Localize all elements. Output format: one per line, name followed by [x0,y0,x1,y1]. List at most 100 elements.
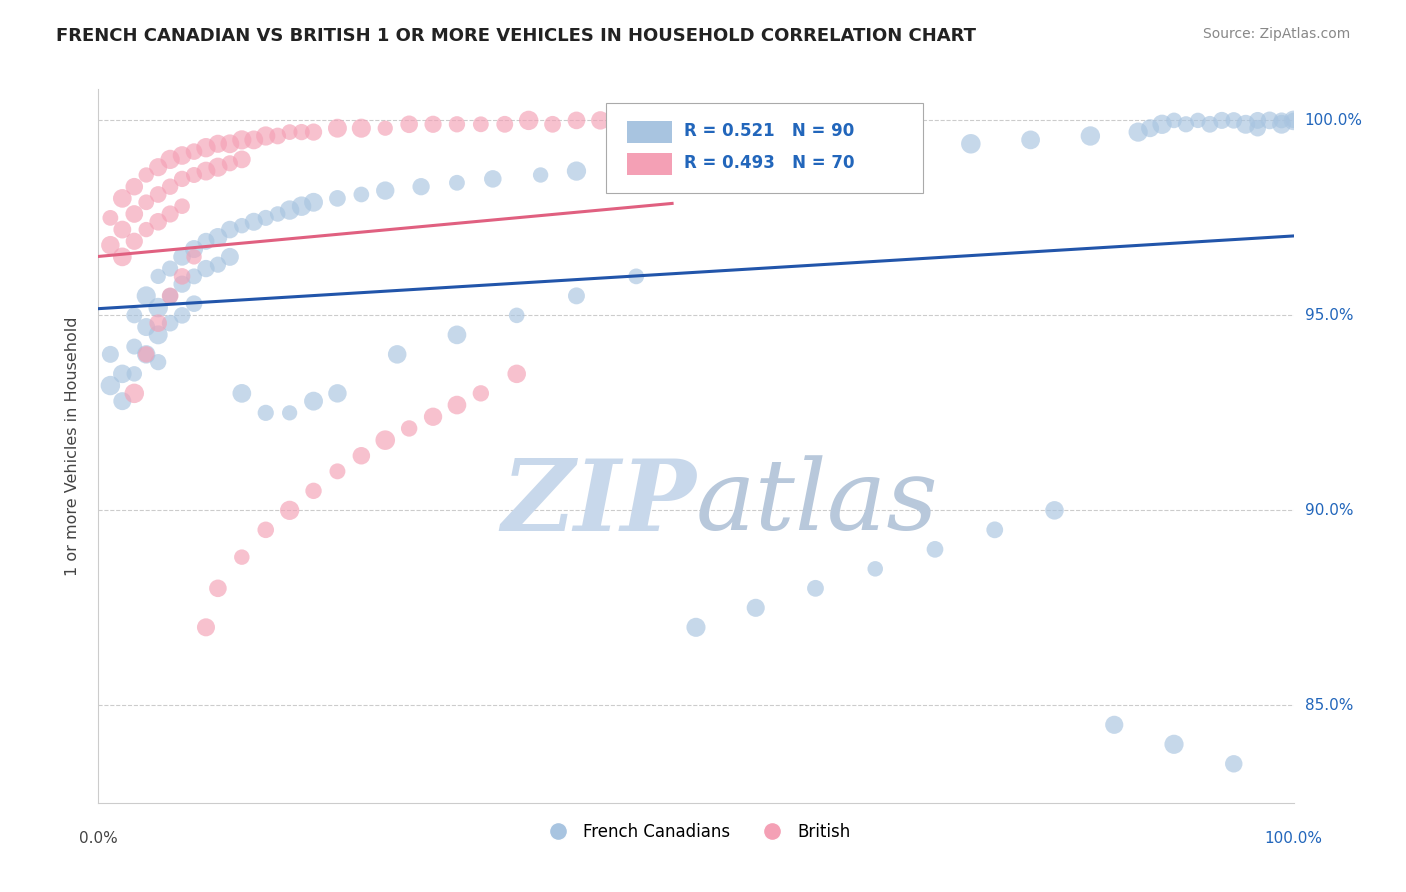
Point [183,168,205,182]
Point [124,386,146,401]
Point [506,309,529,323]
Point [111,222,134,236]
Point [1187,113,1209,128]
Point [385,347,409,361]
Point [613,113,636,128]
Point [135,347,157,361]
Point [183,145,205,159]
Point [470,386,492,401]
Point [1139,121,1161,136]
Point [207,230,229,244]
Point [124,367,146,381]
Point [1258,113,1281,128]
Point [446,327,468,342]
Point [111,250,134,264]
Point [124,179,146,194]
Point [278,406,301,420]
Point [613,160,636,174]
Point [159,207,181,221]
Point [565,164,588,178]
Point [159,179,181,194]
Point [1199,117,1222,131]
Point [589,113,612,128]
Point [278,503,301,517]
Point [124,309,146,323]
Point [111,191,134,205]
Point [159,316,181,330]
Point [195,141,218,155]
Point [135,289,157,303]
Point [267,128,290,143]
Point [135,320,157,334]
Point [183,269,205,284]
FancyBboxPatch shape [606,103,922,193]
Point [374,184,396,198]
Point [865,562,887,576]
Point [254,406,277,420]
Text: 100.0%: 100.0% [1264,830,1323,846]
Point [254,523,277,537]
Point [172,269,194,284]
Point [398,421,420,435]
Point [530,168,553,182]
Point [1282,113,1305,128]
Text: 95.0%: 95.0% [1305,308,1353,323]
Point [98,211,122,225]
Point [291,125,314,139]
Legend: French Canadians, British: French Canadians, British [534,817,858,848]
Point [148,160,170,174]
Point [302,394,325,409]
Point [1080,128,1102,143]
Point [1271,113,1294,128]
Point [350,449,373,463]
Point [1104,718,1126,732]
Point [661,156,683,170]
Text: 100.0%: 100.0% [1305,113,1362,128]
Point [1163,113,1185,128]
Point [172,309,194,323]
Point [231,153,253,167]
Point [1223,756,1246,771]
Point [278,203,301,218]
Point [159,289,181,303]
Point [1271,117,1294,131]
Point [302,483,325,498]
Point [984,523,1007,537]
Point [804,582,827,596]
Point [291,199,314,213]
Point [98,378,122,392]
Point [135,347,157,361]
Point [924,542,946,557]
Point [135,168,157,182]
Point [231,550,253,565]
Point [517,113,540,128]
Point [219,222,242,236]
Text: atlas: atlas [696,456,939,550]
Point [207,160,229,174]
Point [111,394,134,409]
Point [326,386,349,401]
Point [326,191,349,205]
Point [411,179,433,194]
Text: 85.0%: 85.0% [1305,698,1353,713]
Point [302,195,325,210]
Point [470,117,492,131]
Point [219,250,242,264]
Point [172,199,194,213]
Point [183,242,205,256]
Bar [627,121,672,143]
Point [148,215,170,229]
Point [326,121,349,136]
Point [350,121,373,136]
Point [159,289,181,303]
Point [1223,113,1246,128]
Text: ZIP: ZIP [501,455,696,551]
Point [195,234,218,248]
Point [254,211,277,225]
Point [1152,117,1174,131]
Point [183,296,205,310]
Point [422,117,444,131]
Bar [627,153,672,175]
Point [148,269,170,284]
Point [231,386,253,401]
